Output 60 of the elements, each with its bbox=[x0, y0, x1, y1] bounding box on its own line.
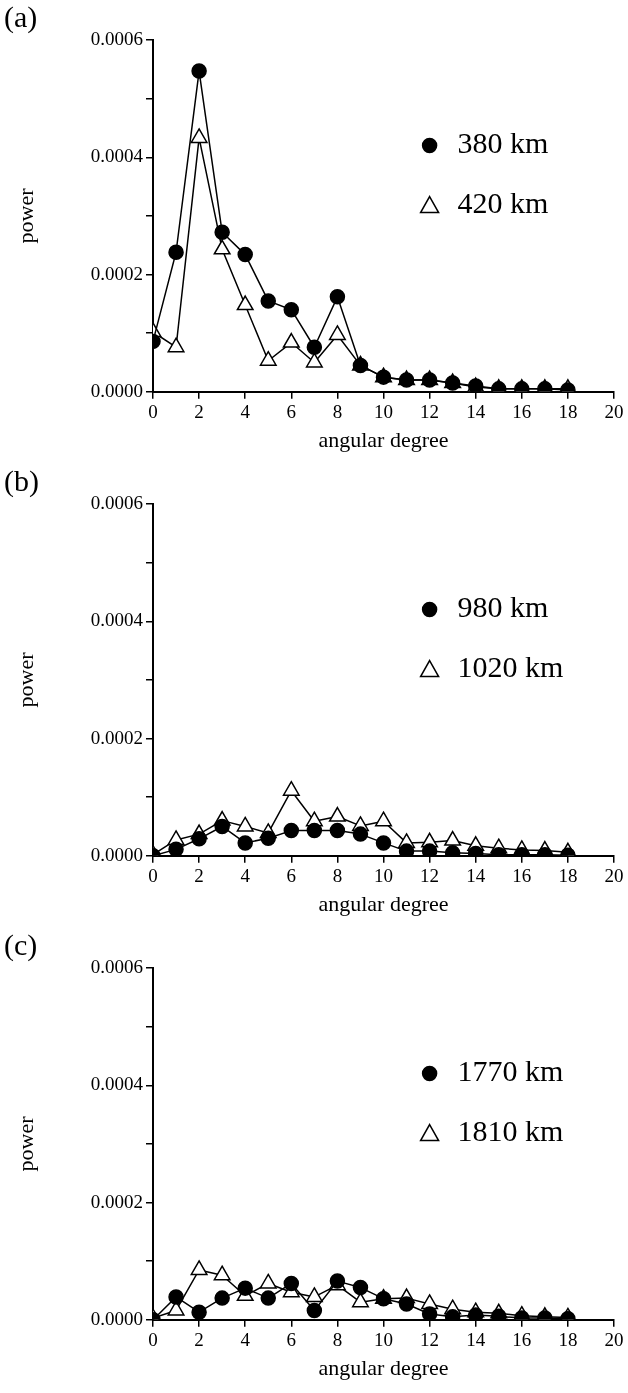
x-tick-label: 0 bbox=[148, 1329, 158, 1351]
x-tick-label: 2 bbox=[194, 1329, 204, 1351]
x-tick-label: 2 bbox=[194, 865, 204, 887]
x-tick-label: 18 bbox=[558, 865, 578, 887]
x-axis-title: angular degree bbox=[318, 890, 449, 916]
x-tick-label: 20 bbox=[604, 1329, 624, 1351]
x-tick-label: 20 bbox=[604, 401, 624, 423]
x-tick-label: 12 bbox=[420, 1329, 440, 1351]
legend-label: 380 km bbox=[457, 126, 549, 160]
y-tick-label: 0.0002 bbox=[90, 262, 143, 284]
chart-title: (c) bbox=[4, 927, 38, 962]
legend-label: 1020 km bbox=[457, 650, 564, 684]
y-tick-label: 0.0000 bbox=[90, 379, 143, 401]
x-tick-label: 10 bbox=[374, 865, 393, 887]
chart-title: (a) bbox=[4, 0, 38, 34]
x-tick-label: 8 bbox=[332, 401, 343, 423]
y-tick-label: 0.0004 bbox=[90, 609, 144, 631]
x-tick-label: 16 bbox=[512, 865, 532, 887]
x-axis-title: angular degree bbox=[318, 426, 449, 452]
chart-title: (b) bbox=[4, 463, 39, 498]
x-tick-label: 18 bbox=[558, 1329, 578, 1351]
x-tick-label: 6 bbox=[286, 401, 297, 423]
y-axis-title: power bbox=[12, 1115, 38, 1172]
x-tick-label: 4 bbox=[240, 1329, 251, 1351]
x-tick-label: 0 bbox=[148, 865, 158, 887]
y-tick-label: 0.0006 bbox=[90, 27, 143, 49]
x-tick-label: 18 bbox=[558, 401, 578, 423]
y-tick-label: 0.0006 bbox=[90, 491, 143, 513]
y-axis-title: power bbox=[12, 651, 38, 708]
y-tick-label: 0.0002 bbox=[90, 726, 143, 748]
x-tick-label: 12 bbox=[420, 401, 440, 423]
x-tick-label: 0 bbox=[148, 401, 158, 423]
y-tick-label: 0.0000 bbox=[90, 1307, 143, 1329]
legend-label: 980 km bbox=[457, 590, 549, 624]
legend-label: 1770 km bbox=[457, 1054, 564, 1088]
legend-label: 1810 km bbox=[457, 1114, 564, 1148]
x-tick-label: 14 bbox=[466, 865, 486, 887]
x-tick-label: 2 bbox=[194, 401, 204, 423]
x-tick-label: 16 bbox=[512, 401, 532, 423]
x-tick-label: 14 bbox=[466, 1329, 486, 1351]
x-tick-label: 14 bbox=[466, 401, 486, 423]
x-tick-label: 20 bbox=[604, 865, 624, 887]
y-tick-label: 0.0000 bbox=[90, 843, 143, 865]
x-tick-label: 4 bbox=[240, 401, 251, 423]
y-tick-label: 0.0004 bbox=[90, 1073, 144, 1095]
y-tick-label: 0.0006 bbox=[90, 955, 143, 977]
y-tick-label: 0.0002 bbox=[90, 1190, 143, 1212]
x-tick-label: 4 bbox=[240, 865, 251, 887]
y-axis-title: power bbox=[12, 187, 38, 244]
x-tick-label: 16 bbox=[512, 1329, 532, 1351]
x-tick-label: 6 bbox=[286, 1329, 297, 1351]
x-tick-label: 8 bbox=[332, 1329, 343, 1351]
x-tick-label: 6 bbox=[286, 865, 297, 887]
legend-label: 420 km bbox=[457, 186, 549, 220]
x-axis-title: angular degree bbox=[318, 1354, 449, 1380]
x-tick-label: 10 bbox=[374, 1329, 393, 1351]
x-tick-label: 8 bbox=[332, 865, 343, 887]
x-tick-label: 10 bbox=[374, 401, 393, 423]
x-tick-label: 12 bbox=[420, 865, 440, 887]
y-tick-label: 0.0004 bbox=[90, 145, 144, 167]
